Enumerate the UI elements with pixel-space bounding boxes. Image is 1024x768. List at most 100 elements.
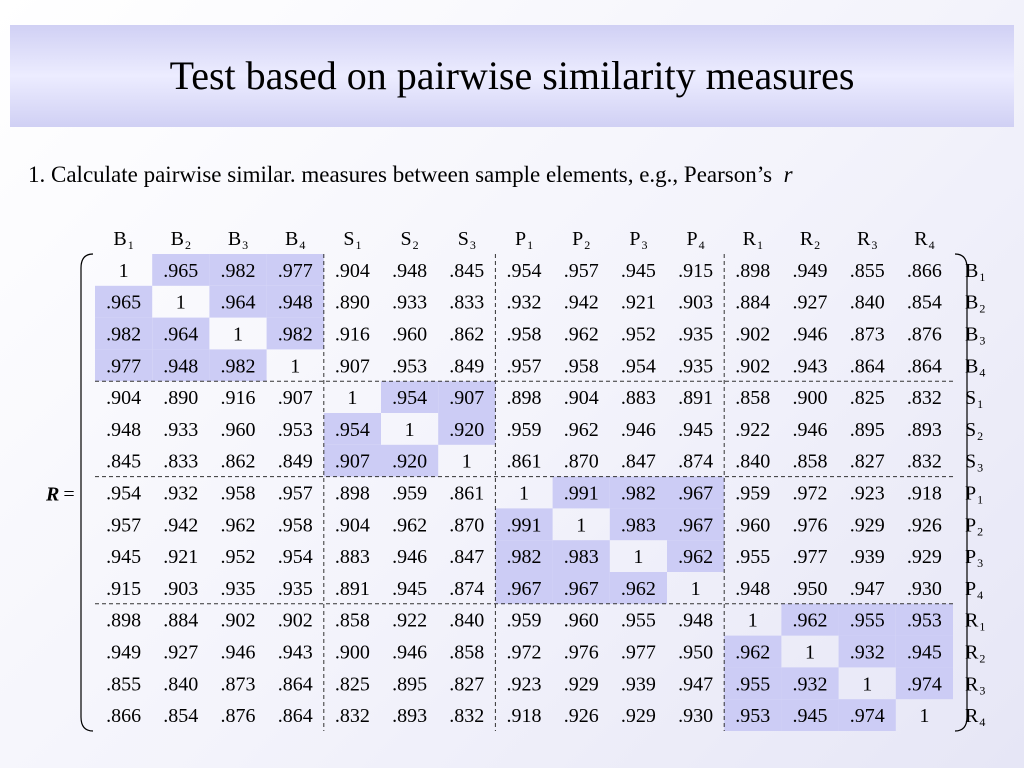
within-group-cell-highlight (381, 444, 439, 477)
within-group-cell-highlight (724, 667, 782, 700)
within-group-cell-highlight (495, 572, 553, 604)
row-label: B4 (965, 355, 985, 379)
matrix-cell: .974 (907, 673, 942, 695)
within-group-cell-highlight (667, 476, 725, 509)
matrix-cell: .962 (678, 546, 713, 568)
matrix-cell: .864 (907, 355, 942, 377)
matrix-cell: .862 (449, 324, 484, 346)
within-group-cell-highlight (495, 508, 553, 541)
matrix-cell: .972 (793, 483, 828, 505)
matrix-cell: .960 (392, 324, 427, 346)
matrix-cell: .833 (449, 292, 484, 314)
row-label: B2 (965, 292, 985, 316)
matrix-cell: .954 (507, 260, 542, 282)
matrix-cell: .935 (678, 324, 713, 346)
matrix-cell: .983 (621, 514, 656, 536)
row-label: S3 (965, 451, 983, 475)
matrix-cell: .904 (564, 387, 599, 409)
within-group-cell-highlight (95, 317, 153, 350)
matrix-cell: .949 (106, 642, 141, 664)
matrix-cell: .915 (678, 260, 713, 282)
matrix-cell: .939 (850, 546, 885, 568)
right-bracket (954, 253, 968, 732)
matrix-cell: .847 (449, 546, 484, 568)
matrix-cell: .907 (335, 451, 370, 473)
matrix-cell: .864 (278, 673, 313, 695)
matrix-cell: .847 (621, 451, 656, 473)
matrix-cell: .854 (907, 292, 942, 314)
matrix-cell: .952 (221, 546, 256, 568)
matrix-cell: .893 (392, 705, 427, 727)
matrix-cell: .957 (278, 483, 313, 505)
column-label: S2 (401, 228, 419, 252)
matrix-cell: .946 (392, 546, 427, 568)
matrix-cell: .907 (449, 387, 484, 409)
matrix-cell: .845 (106, 451, 141, 473)
equals-sign: = (63, 484, 74, 506)
matrix-cell: .953 (278, 419, 313, 441)
within-group-cell-highlight (895, 667, 953, 700)
matrix-cell: .832 (907, 451, 942, 473)
row-label: P3 (965, 546, 983, 570)
matrix-cell: .883 (335, 546, 370, 568)
matrix-cell: .959 (392, 483, 427, 505)
matrix-cell: .945 (392, 578, 427, 600)
matrix-cell: .946 (221, 642, 256, 664)
matrix-cell: .923 (850, 483, 885, 505)
matrix-cell: .916 (221, 387, 256, 409)
title-bar: Test based on pairwise similarity measur… (10, 25, 1014, 127)
matrix-cell: .898 (735, 260, 770, 282)
matrix-cell: 1 (919, 705, 929, 727)
matrix-cell: .849 (278, 451, 313, 473)
matrix-cell: .955 (735, 673, 770, 695)
matrix-cell: .945 (793, 705, 828, 727)
matrix-cell: .946 (793, 419, 828, 441)
matrix-cell: .861 (449, 483, 484, 505)
matrix-cell: .833 (163, 451, 198, 473)
within-group-cell-highlight (838, 603, 896, 636)
matrix-cell: .929 (564, 673, 599, 695)
matrix-cell: .902 (735, 355, 770, 377)
within-group-cell-highlight (381, 381, 439, 413)
matrix-cell: .954 (392, 387, 427, 409)
matrix-cell: .955 (735, 546, 770, 568)
matrix-cell: .932 (793, 673, 828, 695)
matrix-cell: 1 (347, 387, 357, 409)
matrix-cell: .840 (735, 451, 770, 473)
matrix-cell: .962 (564, 324, 599, 346)
matrix-cell: .957 (564, 260, 599, 282)
matrix-cell: .967 (564, 578, 599, 600)
within-group-cell-highlight (152, 317, 210, 350)
matrix-cell: .902 (278, 610, 313, 632)
matrix-cell: .976 (793, 514, 828, 536)
matrix-cell: 1 (233, 324, 243, 346)
matrix-cell: .954 (106, 483, 141, 505)
matrix-cell: .958 (564, 355, 599, 377)
matrix-cell: .948 (735, 578, 770, 600)
matrix-cell: .983 (564, 546, 599, 568)
matrix-cell: .932 (850, 642, 885, 664)
within-group-cell-highlight (609, 508, 667, 541)
within-group-cell-highlight (781, 699, 839, 731)
row-label: R3 (965, 673, 985, 697)
matrix-cell: .832 (907, 387, 942, 409)
matrix-cell: .948 (392, 260, 427, 282)
matrix-cell: .939 (621, 673, 656, 695)
matrix-cell: .866 (907, 260, 942, 282)
matrix-cell: .900 (793, 387, 828, 409)
within-group-cell-highlight (781, 603, 839, 636)
row-label: R4 (965, 705, 985, 729)
matrix-cell: .953 (392, 355, 427, 377)
within-group-cell-highlight (724, 699, 782, 731)
matrix-cell: .855 (850, 260, 885, 282)
matrix-cell: .955 (850, 610, 885, 632)
row-label: P4 (965, 578, 983, 602)
matrix-cell: .916 (335, 324, 370, 346)
column-label: P4 (687, 228, 705, 252)
matrix-cell: 1 (633, 546, 643, 568)
matrix-cell: 1 (176, 292, 186, 314)
row-label: R2 (965, 642, 985, 666)
matrix-cell: .977 (278, 260, 313, 282)
matrix-cell: .977 (621, 642, 656, 664)
